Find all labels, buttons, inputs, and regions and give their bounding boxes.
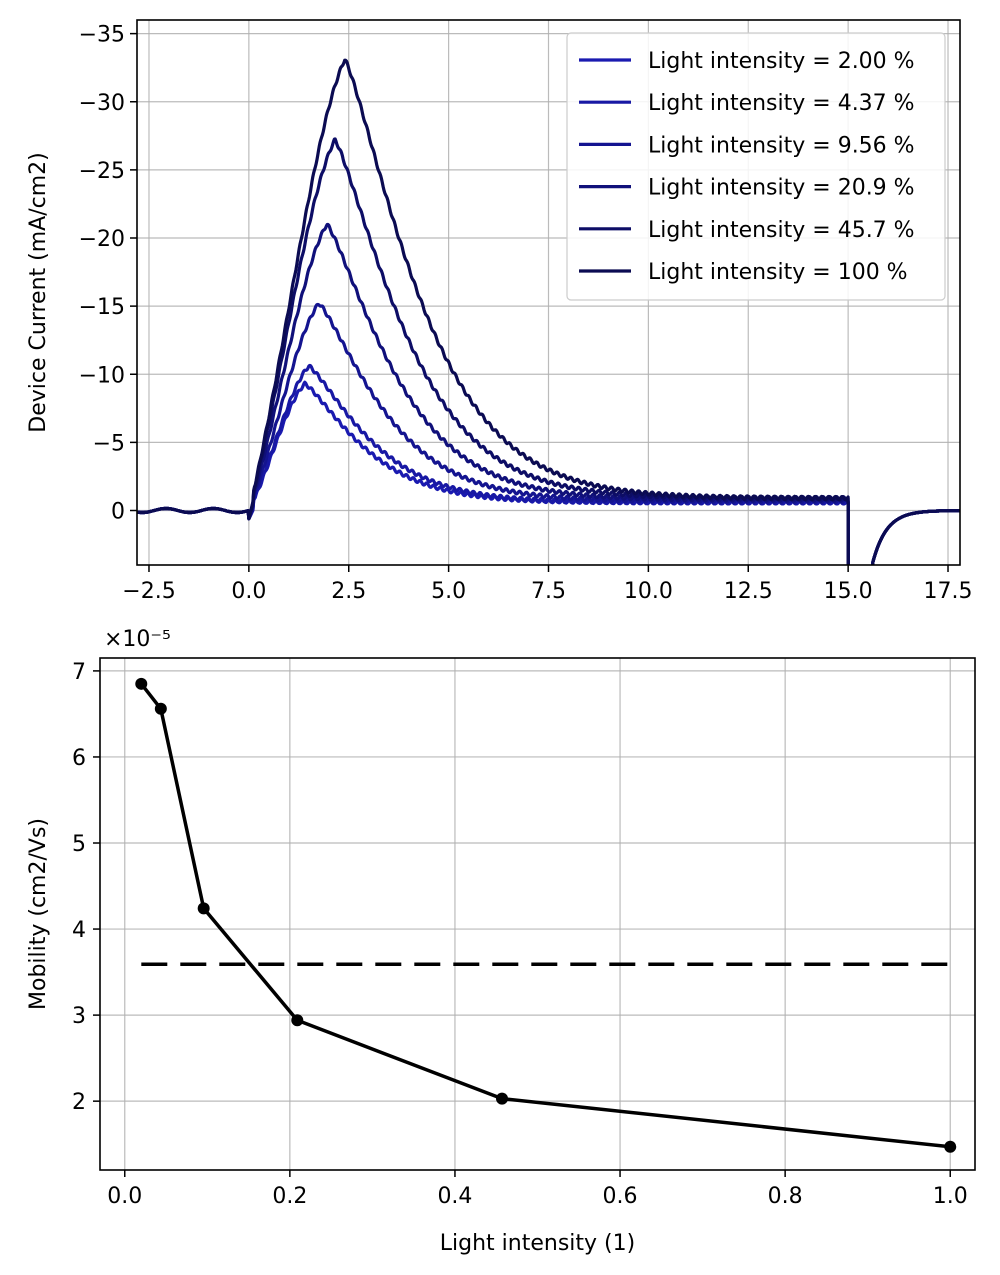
bottom-y-tick-label: 6 xyxy=(72,746,86,771)
mobility-data-point xyxy=(944,1140,957,1153)
top-y-tick-label: −5 xyxy=(93,431,125,456)
legend-box xyxy=(566,32,946,301)
bottom-x-axis-label: Light intensity (1) xyxy=(440,1231,635,1256)
bottom-y-axis-label: Mobility (cm2/Vs) xyxy=(26,818,51,1010)
top-series-line xyxy=(137,363,960,565)
mobility-data-point xyxy=(496,1092,509,1105)
bottom-y-tick-label: 7 xyxy=(72,660,86,685)
bottom-x-tick-label: 0.8 xyxy=(768,1184,803,1209)
top-y-tick-label: −20 xyxy=(79,227,125,252)
top-x-tick-label: 5.0 xyxy=(431,579,466,604)
top-series-group xyxy=(137,58,960,565)
bottom-y-tick-label: 4 xyxy=(72,918,86,943)
top-x-tick-label: 0.0 xyxy=(231,579,266,604)
bottom-grid xyxy=(100,658,975,1170)
mobility-vs-intensity-chart: 0.0 0.2 0.4 0.6 0.8 1.0 2 3 4 5 6 7 ×10⁻⁵ Mobility … xyxy=(26,627,976,1256)
bottom-y-tick-label: 2 xyxy=(72,1090,86,1115)
legend-label: Light intensity = 100 % xyxy=(648,260,908,285)
top-y-tick-label: −25 xyxy=(79,159,125,184)
top-y-tick-label: −35 xyxy=(79,23,125,48)
bottom-x-tick-label: 0.4 xyxy=(437,1184,472,1209)
bottom-y-tick-label: 3 xyxy=(72,1004,86,1029)
top-y-tick-label: −30 xyxy=(79,91,125,116)
top-y-axis-label: Device Current (mA/cm2) xyxy=(26,152,51,432)
top-x-tick-label: 15.0 xyxy=(824,579,873,604)
top-y-tick-label: −10 xyxy=(79,363,125,388)
top-legend: Light intensity = 2.00 % Light intensity … xyxy=(566,32,946,301)
top-x-tick-label: 17.5 xyxy=(924,579,973,604)
legend-label: Light intensity = 9.56 % xyxy=(648,133,915,158)
bottom-plot-frame xyxy=(99,657,976,1171)
top-x-tick-label: −2.5 xyxy=(122,579,175,604)
mobility-data-point xyxy=(197,902,210,915)
bottom-x-tick-label: 0.0 xyxy=(107,1184,142,1209)
legend-label: Light intensity = 4.37 % xyxy=(648,91,915,116)
bottom-y-tick-label: 5 xyxy=(72,832,86,857)
top-x-tick-label: 12.5 xyxy=(724,579,773,604)
top-y-tick-label: 0 xyxy=(111,500,125,525)
legend-label: Light intensity = 20.9 % xyxy=(648,176,915,201)
mobility-data-point xyxy=(154,702,167,715)
bottom-series-group xyxy=(135,677,957,1153)
top-x-tick-label: 2.5 xyxy=(331,579,366,604)
legend-label: Light intensity = 2.00 % xyxy=(648,49,915,74)
current-vs-time-chart: −2.5 0.0 2.5 5.0 7.5 10.0 12.5 15.0 17.5 −35 −30 −2… xyxy=(26,19,973,604)
legend-label: Light intensity = 45.7 % xyxy=(648,218,915,243)
top-series-line xyxy=(137,302,960,565)
bottom-ticks: 0.0 0.2 0.4 0.6 0.8 1.0 2 3 4 5 6 7 xyxy=(72,660,968,1209)
mobility-line xyxy=(139,682,951,1149)
bottom-x-tick-label: 1.0 xyxy=(933,1184,968,1209)
top-y-tick-label: −15 xyxy=(79,295,125,320)
mobility-data-point xyxy=(135,677,148,690)
bottom-y-scale-factor: ×10⁻⁵ xyxy=(104,627,171,652)
top-series-line xyxy=(137,58,960,565)
mobility-data-point xyxy=(291,1014,304,1027)
bottom-x-tick-label: 0.6 xyxy=(603,1184,638,1209)
top-ticks: −2.5 0.0 2.5 5.0 7.5 10.0 12.5 15.0 17.5 −35 −30 −2… xyxy=(79,23,973,604)
top-x-tick-label: 10.0 xyxy=(624,579,673,604)
bottom-x-tick-label: 0.2 xyxy=(272,1184,307,1209)
top-x-tick-label: 7.5 xyxy=(531,579,566,604)
